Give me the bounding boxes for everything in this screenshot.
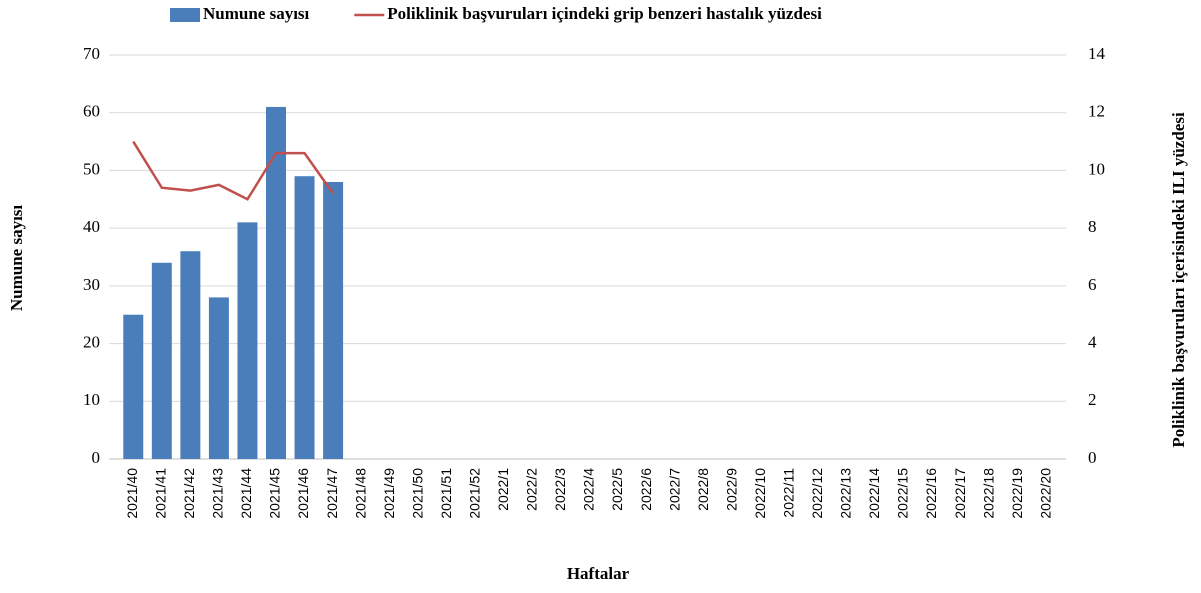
y2-tick-label: 2 [1088, 390, 1097, 409]
bar [266, 106, 286, 459]
x-tick-label: 2021/40 [124, 468, 140, 519]
y2-tick-label: 8 [1088, 217, 1097, 236]
x-tick-label: 2022/16 [923, 468, 939, 519]
legend-swatch [170, 8, 200, 22]
x-tick-label: 2021/49 [381, 468, 397, 519]
y-tick-label: 0 [92, 448, 101, 467]
x-tick-label: 2021/48 [352, 468, 368, 519]
x-tick-label: 2022/7 [666, 468, 682, 511]
x-tick-label: 2022/8 [695, 468, 711, 511]
x-tick-label: 2021/42 [181, 468, 197, 519]
x-tick-label: 2022/12 [809, 468, 825, 519]
x-tick-label: 2021/43 [210, 468, 226, 519]
x-tick-label: 2021/44 [238, 468, 254, 519]
x-tick-label: 2021/46 [295, 468, 311, 519]
legend-label: Poliklinik başvuruları içindeki grip ben… [387, 4, 822, 23]
y2-tick-label: 12 [1088, 102, 1105, 121]
line [132, 140, 335, 201]
y-tick-label: 10 [83, 390, 100, 409]
x-tick-label: 2021/50 [409, 468, 425, 519]
x-tick-label: 2022/17 [952, 468, 968, 519]
y-tick-label: 20 [83, 332, 100, 351]
y-tick-label: 30 [83, 275, 100, 294]
y2-tick-label: 0 [1088, 448, 1097, 467]
x-tick-label: 2022/5 [609, 468, 625, 511]
x-tick-label: 2022/10 [752, 468, 768, 519]
y-tick-label: 50 [83, 159, 100, 178]
x-tick-label: 2022/19 [1009, 468, 1025, 519]
x-tick-label: 2021/45 [267, 468, 283, 519]
y2-tick-label: 6 [1088, 275, 1097, 294]
y-tick-label: 60 [83, 102, 100, 121]
x-tick-label: 2022/13 [838, 468, 854, 519]
y-tick-label: 40 [83, 217, 100, 236]
x-tick-label: 2021/52 [467, 468, 483, 519]
y2-tick-label: 10 [1088, 159, 1105, 178]
bar [237, 222, 258, 459]
x-tick-label: 2022/6 [638, 468, 654, 511]
x-tick-label: 2022/15 [895, 468, 911, 519]
bar [151, 262, 172, 459]
bar [323, 181, 344, 459]
y-tick-label: 70 [83, 44, 100, 63]
x-tick-label: 2022/14 [866, 468, 882, 519]
x-tick-label: 2021/47 [324, 468, 340, 519]
x-tick-label: 2022/3 [552, 468, 568, 511]
x-tick-label: 2022/11 [781, 468, 797, 518]
x-tick-label: 2021/51 [438, 468, 454, 519]
y2-tick-label: 14 [1088, 44, 1106, 63]
x-tick-label: 2022/1 [495, 468, 511, 511]
bar [208, 297, 229, 459]
x-tick-label: 2021/41 [153, 468, 169, 519]
y-axis-title: Numune sayısı [7, 205, 26, 312]
y2-axis-title: Poliklinik başvuruları içerisindeki ILI … [1169, 112, 1188, 448]
x-tick-label: 2022/9 [723, 468, 739, 511]
y2-tick-label: 4 [1088, 332, 1097, 351]
x-axis-title: Haftalar [567, 564, 630, 583]
x-tick-label: 2022/2 [524, 468, 540, 511]
x-tick-label: 2022/18 [980, 468, 996, 519]
legend-label: Numune sayısı [203, 4, 310, 23]
bar [180, 251, 201, 459]
x-tick-label: 2022/4 [581, 468, 597, 511]
bar [123, 314, 144, 459]
x-tick-label: 2022/20 [1037, 468, 1053, 519]
bar [294, 176, 315, 459]
